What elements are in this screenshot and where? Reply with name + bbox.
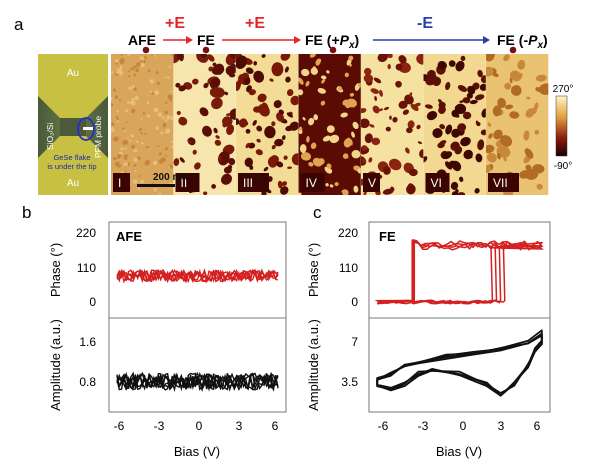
au-label-bottom: Au	[67, 178, 79, 189]
panel-b-xlabel: Bias (V)	[174, 444, 220, 459]
au-label-top: Au	[67, 68, 79, 79]
pin-fe	[203, 47, 210, 54]
pfm-image-label: III	[243, 176, 253, 190]
pfm-image-V: V	[355, 50, 430, 197]
pfm-tip	[83, 127, 93, 130]
colorbar-gradient	[556, 96, 567, 156]
panel-b-xtick-6: 6	[272, 419, 279, 433]
panel-b-xtick-0: 0	[196, 419, 203, 433]
pfm-image-label: IV	[306, 176, 317, 190]
arrow-plus-e-1: +E	[163, 15, 193, 44]
panel-c-xtick-0: 0	[460, 419, 467, 433]
panel-b-title: AFE	[116, 229, 142, 244]
panel-c-amplitude-loops	[377, 330, 542, 395]
arrow-label-plus-e-1: +E	[165, 15, 185, 32]
pfm-image-label: I	[118, 176, 121, 190]
panel-b-ytick-220: 220	[76, 226, 96, 240]
probe-label: PFM probe	[93, 116, 103, 158]
panel-c-xtick-m3: -3	[418, 419, 429, 433]
arrow-label-minus-e: -E	[417, 15, 433, 32]
panel-b-xtick-m3: -3	[154, 419, 165, 433]
panel-b-ytick-1-6: 1.6	[79, 335, 96, 349]
panel-c-xtick-m6: -6	[378, 419, 389, 433]
panel-b-phase-loops	[117, 270, 278, 282]
panel-c-xtick-3: 3	[498, 419, 505, 433]
arrow-plus-e-2: +E	[222, 15, 301, 44]
colorbar: 270° -90°	[553, 84, 574, 172]
phase-hysteresis-loop	[377, 242, 542, 303]
phase-hysteresis-loop	[377, 240, 542, 304]
pfm-image-VII: VII	[481, 48, 554, 198]
pin-fe-minus	[510, 47, 517, 54]
panel-a-label: a	[14, 15, 24, 34]
panel-c-ytick-110: 110	[339, 261, 358, 275]
optical-image: Au Au SiO₂/Si PFM probe GeSe flake is un…	[38, 54, 108, 195]
arrow-minus-e: -E	[373, 15, 490, 44]
phase-hysteresis-loop	[377, 241, 542, 304]
flake-note-2: is under the tip	[47, 162, 96, 171]
state-label-afe: AFE	[128, 32, 156, 48]
panel-c-title: FE	[379, 229, 396, 244]
pfm-image-III: III	[231, 50, 304, 198]
panel-b: b AFE Phase (°) Amplitude (a.u.) 220 110…	[22, 203, 286, 459]
colorbar-min-label: -90°	[554, 161, 572, 172]
phase-hysteresis-loop	[377, 242, 542, 304]
figure: a AFE FE FE (+Px) FE (-Px) +E +E -E	[0, 0, 600, 475]
panel-a: a AFE FE FE (+Px) FE (-Px) +E +E -E	[14, 15, 573, 199]
panel-c-amp-ylabel: Amplitude (a.u.)	[306, 319, 321, 411]
pin-fe-plus	[330, 47, 337, 54]
panel-c-xtick-6: 6	[534, 419, 541, 433]
state-label-fe-minus: FE (-Px)	[497, 32, 548, 51]
panel-c-label: c	[313, 203, 322, 222]
panel-c-xlabel: Bias (V)	[436, 444, 482, 459]
panel-b-amp-ylabel: Amplitude (a.u.)	[48, 319, 63, 411]
panel-b-ytick-0: 0	[89, 295, 96, 309]
panel-b-xtick-m6: -6	[114, 419, 125, 433]
pfm-image-label: VI	[431, 176, 442, 190]
panel-b-xtick-3: 3	[236, 419, 243, 433]
pfm-image-label-box	[113, 173, 130, 192]
panel-b-phase-ylabel: Phase (°)	[48, 243, 63, 297]
panel-b-label: b	[22, 203, 31, 222]
panel-c-phase-loops	[377, 240, 542, 304]
state-label-fe: FE	[197, 32, 215, 48]
pfm-image-label: V	[368, 176, 376, 190]
pfm-image-label: VII	[493, 176, 508, 190]
flake-note-1: GeSe flake	[53, 153, 90, 162]
panel-c-ytick-3-5: 3.5	[341, 375, 358, 389]
pfm-image-IV: IV	[297, 51, 364, 197]
panel-b-ytick-110: 110	[77, 261, 96, 275]
scale-bar-label: 200 nm	[153, 172, 188, 183]
panel-c-ytick-0: 0	[351, 295, 358, 309]
panel-c-ytick-220: 220	[338, 226, 358, 240]
pin-afe	[143, 47, 150, 54]
panel-b-amplitude-loops	[117, 373, 278, 390]
panel-c-phase-ylabel: Phase (°)	[306, 243, 321, 297]
panel-b-ytick-0-8: 0.8	[79, 375, 96, 389]
panel-c: c FE Phase (°) Amplitude (a.u.) 220 110 …	[306, 203, 550, 459]
panel-c-ytick-7: 7	[351, 335, 358, 349]
panel-c-frame	[369, 222, 550, 412]
colorbar-max-label: 270°	[553, 84, 574, 95]
pfm-image-VI: VI	[420, 54, 490, 199]
substrate-label: SiO₂/Si	[45, 123, 55, 151]
arrow-label-plus-e-2: +E	[245, 15, 265, 32]
